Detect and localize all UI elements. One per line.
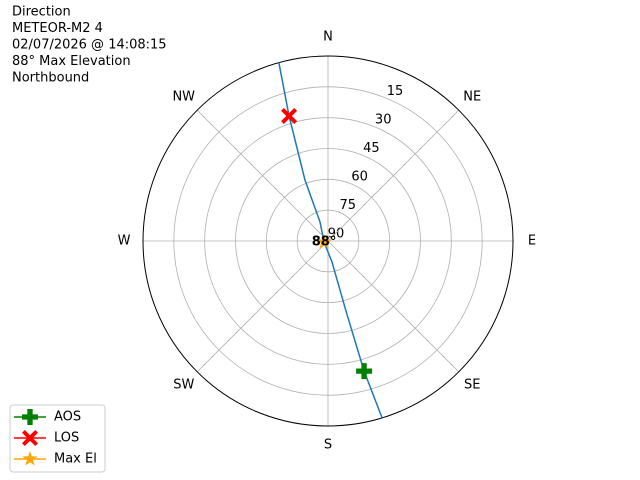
legend-box <box>9 404 106 473</box>
legend-label: Max El <box>54 452 97 467</box>
legend-marker <box>22 409 38 425</box>
annotation-line: METEOR-M2 4 <box>12 21 103 36</box>
theta-tick-label: W <box>118 234 131 249</box>
theta-tick-label: SW <box>173 378 194 393</box>
r-tick-label: 45 <box>363 141 380 156</box>
grid-spoke <box>196 109 329 242</box>
r-tick-label: 75 <box>340 198 357 213</box>
annotation-line: 88° Max Elevation <box>12 54 131 69</box>
theta-tick-label: NW <box>172 89 195 104</box>
legend-label: AOS <box>54 410 81 425</box>
grid-spoke <box>327 240 460 373</box>
theta-tick-label: N <box>323 30 333 45</box>
grid-spoke <box>327 109 460 242</box>
value-label: 88° <box>312 235 337 250</box>
legend-marker <box>22 451 38 466</box>
annotation-line: Direction <box>12 5 71 20</box>
annotation-line: Northbound <box>12 71 89 86</box>
r-tick-label: 60 <box>351 170 368 185</box>
theta-tick-label: NE <box>463 89 481 104</box>
theta-tick-label: SE <box>464 378 480 393</box>
legend-marker <box>22 430 38 446</box>
r-tick-label: 15 <box>387 84 404 99</box>
theta-tick-label: S <box>324 438 332 453</box>
theta-tick-label: E <box>528 234 536 249</box>
marker-star <box>316 234 332 249</box>
r-tick-label: 30 <box>375 113 392 128</box>
marker-x <box>281 107 298 124</box>
annotation-line: 02/07/2026 @ 14:08:15 <box>12 38 167 53</box>
grid-spoke <box>196 240 329 373</box>
r-tick-label: 90 <box>328 227 345 242</box>
marker-plus <box>356 363 373 380</box>
polar-frame <box>142 55 514 427</box>
legend-label: LOS <box>54 431 79 446</box>
